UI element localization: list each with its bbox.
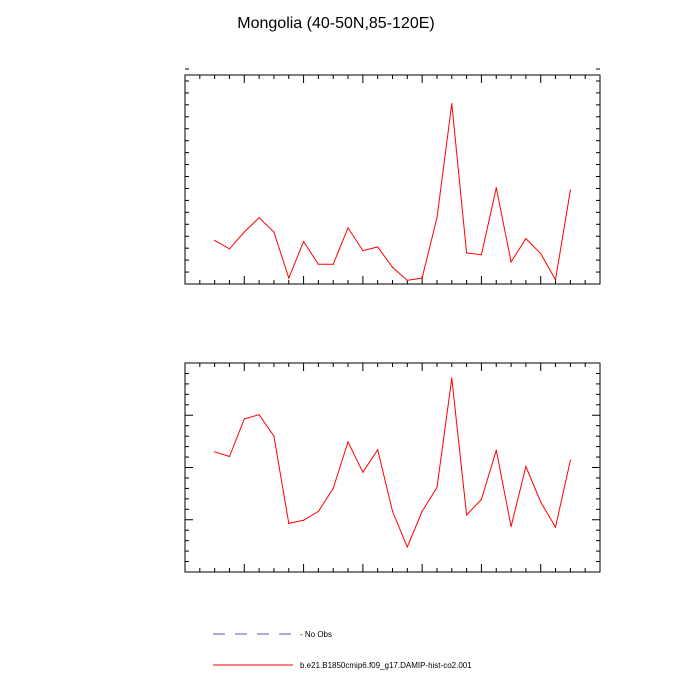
data-point [362, 249, 364, 252]
legend-no-obs-label: - No Obs [300, 630, 332, 639]
data-point [480, 254, 483, 256]
series-line [214, 378, 571, 549]
data-point [214, 451, 216, 453]
data-point [317, 263, 319, 265]
data-point [466, 514, 468, 516]
data-point [540, 501, 542, 503]
data-point [554, 526, 557, 528]
data-point [258, 217, 260, 219]
data-point [510, 261, 512, 263]
data-point [406, 546, 408, 548]
data-point [228, 248, 231, 250]
data-point [214, 239, 216, 242]
data-point [436, 486, 438, 488]
data-point [332, 263, 334, 265]
data-point [377, 246, 379, 248]
panel-snow-ice [184, 362, 601, 573]
data-point [495, 187, 497, 189]
data-point [377, 449, 379, 451]
data-point [554, 279, 557, 281]
data-point [332, 487, 334, 489]
data-point [302, 519, 305, 521]
data-point [317, 510, 319, 512]
data-point [466, 252, 468, 254]
data-point [540, 252, 542, 255]
data-point [436, 217, 438, 219]
data-point [525, 465, 527, 468]
data-point [451, 377, 453, 379]
legend: - No Obs b.e21.B1850cmip6.f09_g17.DAMIP-… [213, 630, 472, 670]
data-point [510, 525, 512, 528]
data-point [525, 238, 527, 240]
data-point [421, 277, 423, 279]
data-point [228, 455, 231, 458]
figure-title: Mongolia (40-50N,85-120E) [237, 15, 434, 32]
data-point [273, 231, 275, 233]
data-point [347, 441, 349, 443]
data-point [495, 449, 497, 451]
data-point [288, 522, 290, 525]
data-point [347, 227, 349, 229]
data-point [451, 103, 453, 105]
data-point [243, 231, 245, 233]
data-point [288, 277, 290, 279]
plot-frame [184, 362, 601, 573]
data-point [391, 510, 394, 512]
data-point [480, 498, 483, 500]
data-point [569, 189, 571, 191]
legend-model-label: b.e21.B1850cmip6.f09_g17.DAMIP-hist-co2.… [300, 661, 472, 670]
data-point [302, 241, 305, 243]
data-point [258, 414, 260, 416]
plot-frame [184, 74, 601, 285]
data-point [273, 435, 275, 437]
series-line [214, 103, 571, 282]
data-point [243, 418, 245, 420]
panel-snow-liquid-water [184, 68, 601, 285]
data-point [391, 266, 394, 268]
data-point [406, 279, 408, 282]
data-point [569, 459, 571, 461]
data-point [421, 510, 423, 512]
data-point [362, 471, 364, 473]
